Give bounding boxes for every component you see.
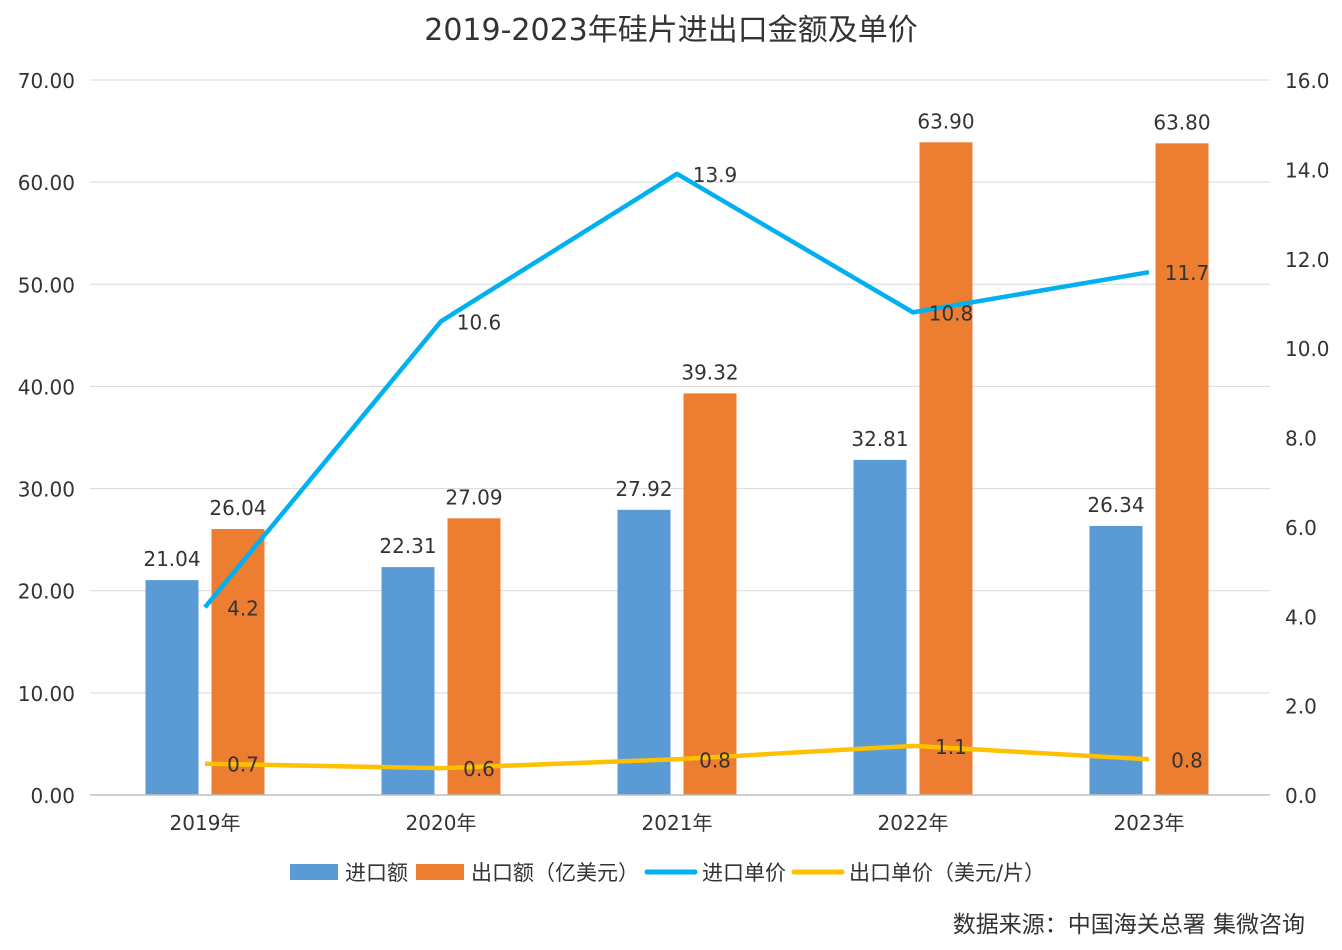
y-left-tick: 20.00 — [18, 580, 75, 604]
bar-import — [853, 459, 907, 795]
line-label: 10.8 — [929, 301, 974, 325]
bar-label: 32.81 — [851, 427, 908, 451]
y-right-tick: 2.0 — [1285, 695, 1317, 719]
legend-swatch — [290, 864, 338, 880]
y-left-tick: 50.00 — [18, 273, 75, 297]
line-label: 11.7 — [1165, 261, 1210, 285]
y-left-tick: 0.00 — [30, 784, 75, 808]
line-label: 0.8 — [1171, 748, 1203, 772]
y-right-tick: 14.0 — [1285, 158, 1330, 182]
bar-label: 26.04 — [209, 496, 266, 520]
chart-title: 2019-2023年硅片进出口金额及单价 — [424, 13, 918, 48]
y-left-tick: 40.00 — [18, 375, 75, 399]
bar-export — [1155, 143, 1209, 796]
x-tick: 2020年 — [406, 811, 477, 835]
y-left-tick: 60.00 — [18, 171, 75, 195]
y-right-tick: 16.0 — [1285, 69, 1330, 93]
y-right-tick: 0.0 — [1285, 784, 1317, 808]
bar-label: 27.09 — [445, 485, 502, 509]
line-label: 0.7 — [227, 753, 259, 777]
line-label: 1.1 — [935, 735, 967, 759]
bar-label: 21.04 — [143, 547, 200, 571]
y-left-tick: 70.00 — [18, 69, 75, 93]
legend-label: 出口单价（美元/片） — [849, 861, 1045, 885]
bar-export — [683, 393, 737, 795]
legend-label: 出口额（亿美元） — [471, 861, 639, 885]
bar-label: 63.80 — [1153, 110, 1210, 134]
bar-label: 27.92 — [615, 477, 672, 501]
y-right-tick: 10.0 — [1285, 337, 1330, 361]
bar-export — [211, 529, 265, 795]
line-label: 0.8 — [699, 748, 731, 772]
bar-label: 26.34 — [1087, 493, 1144, 517]
line-label: 10.6 — [457, 310, 502, 334]
bar-export — [447, 518, 501, 795]
bar-label: 39.32 — [681, 360, 738, 384]
x-tick: 2022年 — [878, 811, 949, 835]
legend-label: 进口单价 — [702, 861, 786, 885]
x-tick: 2019年 — [170, 811, 241, 835]
line-label: 4.2 — [227, 596, 259, 620]
legend-label: 进口额 — [345, 861, 408, 885]
bar-import — [145, 580, 199, 795]
bar-import — [617, 509, 671, 795]
x-tick: 2021年 — [642, 811, 713, 835]
bar-export — [919, 142, 973, 796]
y-left-tick: 30.00 — [18, 478, 75, 502]
bar-label: 22.31 — [379, 534, 436, 558]
bar-import — [381, 567, 435, 795]
line-label: 0.6 — [463, 757, 495, 781]
line-export-price — [204, 743, 1150, 771]
y-right-tick: 6.0 — [1285, 516, 1317, 540]
line-import-price — [203, 171, 1150, 609]
line-label: 13.9 — [693, 163, 738, 187]
y-right-tick: 8.0 — [1285, 427, 1317, 451]
source-note: 数据来源：中国海关总署 集微咨询 — [953, 912, 1305, 938]
bar-import — [1089, 525, 1143, 795]
y-right-tick: 4.0 — [1285, 605, 1317, 629]
bar-label: 63.90 — [917, 109, 974, 133]
legend-swatch — [416, 864, 464, 880]
y-left-tick: 10.00 — [18, 682, 75, 706]
y-right-tick: 12.0 — [1285, 248, 1330, 272]
x-tick: 2023年 — [1114, 811, 1185, 835]
